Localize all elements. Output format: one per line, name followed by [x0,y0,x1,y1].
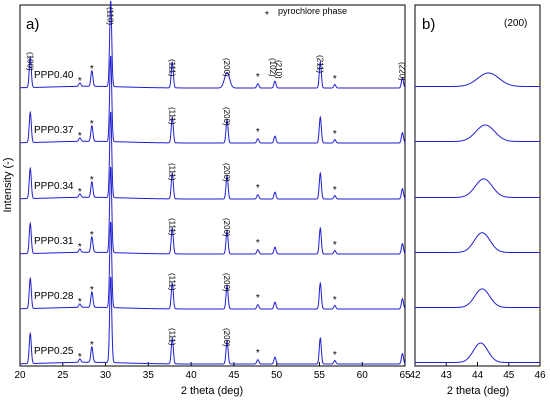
x-tick-label: 35 [143,370,155,381]
sample-label: PPP0.31 [34,236,74,247]
pyrochlore-marker: * [256,72,260,83]
pyrochlore-marker: * [78,352,82,363]
hkl-label: (100) [25,52,34,71]
y-axis-label: Intensity (-) [2,157,14,212]
pyrochlore-marker: * [90,230,94,241]
x-tick-label: 42 [409,370,421,381]
trace-b-PPP0.37 [415,124,540,142]
trace-PPP0.40 [20,0,406,89]
sample-label: PPP0.34 [34,181,74,192]
pyrochlore-marker: * [90,64,94,75]
pyrochlore-marker: * [78,131,82,142]
pyrochlore-marker: * [90,285,94,296]
trace-b-PPP0.34 [415,178,540,198]
pyrochlore-marker: * [90,175,94,186]
pyrochlore-marker: * [333,74,337,85]
x-tick-label: 50 [271,370,283,381]
x-tick-label: 45 [503,370,515,381]
x-tick-label: 44 [472,370,484,381]
hkl-label: (111) [167,163,176,181]
pyrochlore-marker: * [333,240,337,251]
pyrochlore-marker: * [78,76,82,87]
x-tick-label: 25 [57,370,69,381]
panel-b-title: (200) [504,18,527,29]
x-tick-label: 40 [186,370,198,381]
pyrochlore-marker: * [90,119,94,130]
pyrochlore-marker: * [256,238,260,249]
panel-a-annotations: PPP0.40 PPP0.37 PPP0.34 PPP0.31 PPP0.28 PPP0.… [25,7,406,363]
pyrochlore-marker: * [256,348,260,359]
panel-b-traces [415,72,540,363]
hkl-label: (200) [222,218,231,237]
hkl-label: (111) [167,273,176,291]
x-tick-label: 30 [100,370,112,381]
hkl-label: (102) [268,58,277,77]
hkl-label: (210) [274,60,283,79]
hkl-label: (200) [222,328,231,347]
sample-label: PPP0.37 [34,125,74,136]
hkl-label: (111) [167,328,176,346]
x-tick-label: 55 [314,370,326,381]
hkl-label: (200) [222,107,231,126]
sample-label: PPP0.40 [34,70,74,81]
pyrochlore-marker: * [256,127,260,138]
trace-b-PPP0.31 [415,232,540,253]
panel-a-label: a) [26,16,39,33]
legend-marker: * [265,10,269,21]
x-tick-label: 46 [534,370,546,381]
pyrochlore-marker: * [333,129,337,140]
hkl-label: (200) [222,273,231,292]
x-tick-label: 20 [14,370,26,381]
x-tick-label: 45 [228,370,240,381]
hkl-label: (200) [222,58,231,77]
x-tick-label: 43 [441,370,453,381]
panel-b-frame [414,4,541,367]
panel-a-frame [19,4,406,367]
panel-b-ticks: 42 43 44 45 46 [409,362,546,381]
pyrochlore-marker: * [256,293,260,304]
trace-PPP0.28 [20,221,406,310]
hkl-label: (211) [315,55,324,73]
trace-b-PPP0.28 [415,288,540,308]
trace-PPP0.37 [20,55,406,144]
x-tick-label: 60 [357,370,369,381]
trace-b-PPP0.40 [415,72,540,87]
pyrochlore-marker: * [333,350,337,361]
trace-PPP0.31 [20,166,406,255]
pyrochlore-marker: * [333,185,337,196]
panel-b-label: b) [422,16,435,33]
hkl-label: (110) [106,7,115,25]
panel-a-traces [20,0,406,365]
hkl-label: (220) [397,62,406,81]
pyrochlore-marker: * [90,340,94,351]
pyrochlore-marker: * [256,183,260,194]
hkl-label: (111) [167,107,176,125]
trace-PPP0.34 [20,111,406,200]
pyrochlore-marker: * [78,187,82,198]
panel-a-ticks: 20 25 30 35 40 45 50 55 60 65 [14,362,411,381]
hkl-label: (200) [222,163,231,182]
x-tick-label: 65 [399,370,411,381]
hkl-label: (111) [167,59,176,77]
panel-a-xlabel: 2 theta (deg) [181,385,243,397]
pyrochlore-marker: * [78,242,82,253]
pyrochlore-marker: * [78,297,82,308]
trace-b-PPP0.25 [415,342,540,363]
legend-label: pyrochlore phase [278,6,347,16]
pyrochlore-marker: * [333,295,337,306]
sample-label: PPP0.25 [34,346,74,357]
trace-PPP0.25 [20,276,406,365]
hkl-label: (111) [167,218,176,236]
sample-label: PPP0.28 [34,291,74,302]
panel-b-xlabel: 2 theta (deg) [447,385,509,397]
